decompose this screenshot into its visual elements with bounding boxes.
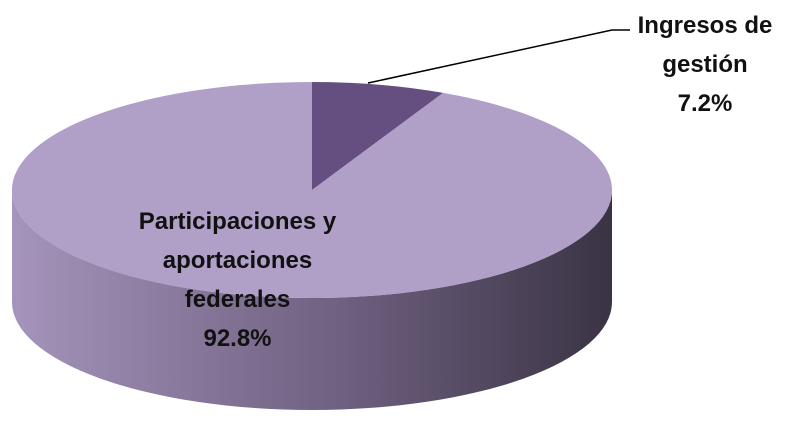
- leader-line: [367, 29, 630, 84]
- slice-label: Ingresos de gestión: [637, 12, 773, 78]
- slice-value: 92.8%: [203, 325, 272, 352]
- slice-label: Participaciones y aportaciones federales: [138, 208, 337, 313]
- slice-value: 7.2%: [677, 90, 733, 117]
- slice-side: [12, 190, 612, 410]
- slice: [12, 82, 613, 298]
- slice: [312, 82, 444, 190]
